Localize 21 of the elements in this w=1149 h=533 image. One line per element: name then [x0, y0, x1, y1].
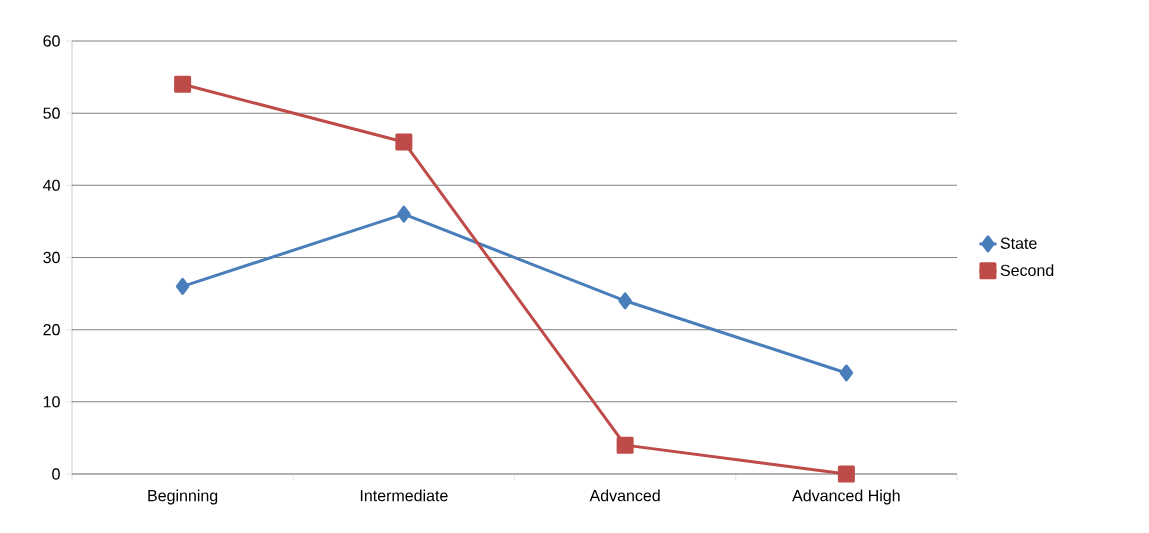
y-tick-label: 10	[43, 396, 60, 408]
y-tick-label: 30	[43, 251, 60, 264]
point	[839, 364, 854, 382]
legend-label: State	[1000, 237, 1037, 249]
point	[397, 205, 411, 223]
x-tick-label: Beginning	[148, 489, 218, 505]
point	[395, 133, 413, 151]
legend-label: Second	[1000, 264, 1054, 277]
point	[174, 75, 192, 93]
y-tick-label: 40	[43, 179, 60, 191]
y-tick-label: 50	[43, 107, 60, 119]
point	[175, 277, 190, 295]
y-tick-label: 0	[52, 468, 60, 480]
y-tick-label: 60	[43, 35, 60, 47]
x-tick-label: Advanced High	[792, 489, 900, 505]
point	[618, 292, 632, 310]
point	[837, 465, 855, 483]
point	[616, 436, 634, 454]
x-tick-label: Advanced	[589, 489, 660, 502]
y-tick-label: 20	[43, 324, 60, 336]
x-tick-label: Intermediate	[360, 489, 448, 502]
